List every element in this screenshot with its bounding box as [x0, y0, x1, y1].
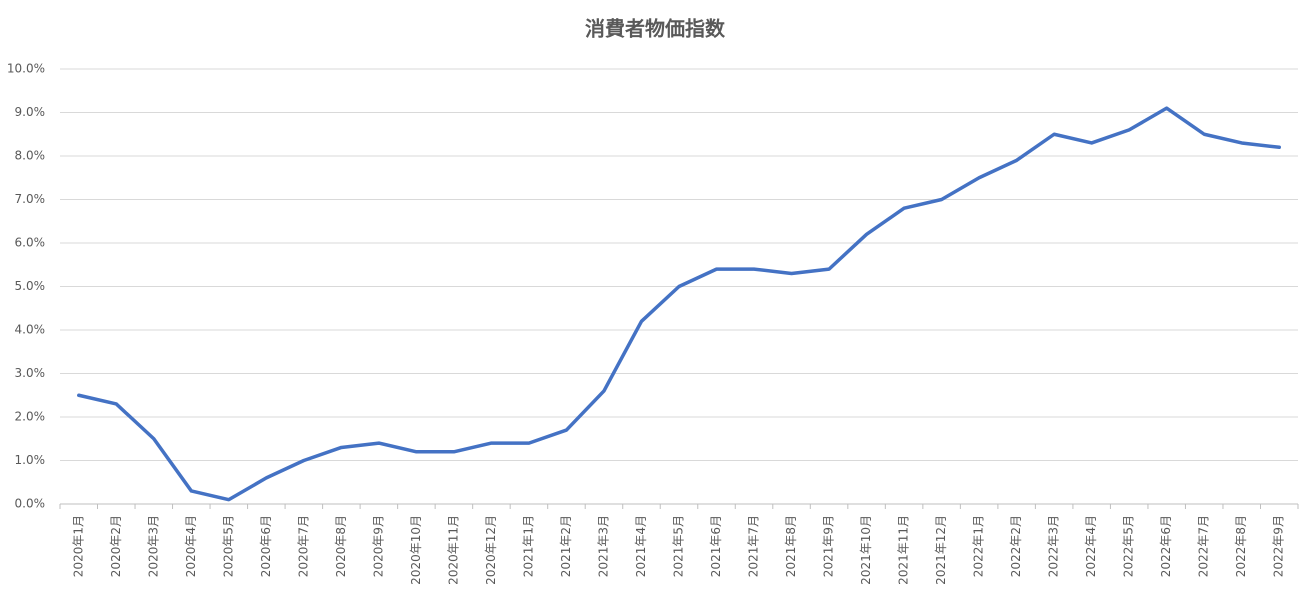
y-tick-label: 0.0%: [15, 497, 46, 511]
x-tick-label: 2020年4月: [184, 515, 198, 577]
x-tick-label: 2021年2月: [559, 515, 573, 577]
x-tick-label: 2020年12月: [484, 515, 498, 585]
x-tick-label: 2020年9月: [371, 515, 385, 577]
y-tick-label: 3.0%: [15, 366, 46, 380]
x-tick-label: 2022年3月: [1047, 515, 1061, 577]
data-line: [77, 106, 1281, 502]
x-tick-label: 2020年2月: [109, 515, 123, 577]
x-tick-label: 2021年3月: [596, 515, 610, 577]
x-tick-label: 2022年7月: [1197, 515, 1211, 577]
x-tick-label: 2020年5月: [221, 515, 235, 577]
x-tick-label: 2022年4月: [1084, 515, 1098, 577]
x-tick-label: 2021年8月: [784, 515, 798, 577]
x-tick-label: 2021年12月: [934, 515, 948, 585]
y-tick-label: 5.0%: [15, 279, 46, 293]
x-tick-label: 2020年6月: [259, 515, 273, 577]
x-tick-label: 2022年9月: [1272, 515, 1286, 577]
x-tick-label: 2022年8月: [1234, 515, 1248, 577]
x-tick-label: 2021年5月: [672, 515, 686, 577]
x-tick-label: 2020年8月: [334, 515, 348, 577]
x-tick-label: 2021年1月: [521, 515, 535, 577]
x-tick-label: 2021年6月: [709, 515, 723, 577]
x-tick-label: 2020年3月: [146, 515, 160, 577]
x-tick-label: 2022年2月: [1009, 515, 1023, 577]
y-tick-label: 1.0%: [15, 453, 46, 467]
x-tick-label: 2020年7月: [296, 515, 310, 577]
x-tick-label: 2022年1月: [972, 515, 986, 577]
x-tick-label: 2021年9月: [822, 515, 836, 577]
y-tick-label: 2.0%: [15, 410, 46, 424]
x-tick-label: 2020年1月: [71, 515, 85, 577]
x-tick-label: 2020年11月: [446, 515, 460, 585]
x-tick-label: 2022年6月: [1159, 515, 1173, 577]
x-tick-label: 2021年11月: [897, 515, 911, 585]
y-tick-label: 9.0%: [15, 105, 46, 119]
y-tick-label: 6.0%: [15, 236, 46, 250]
y-tick-label: 4.0%: [15, 323, 46, 337]
x-tick-label: 2021年4月: [634, 515, 648, 577]
y-tick-label: 8.0%: [15, 149, 46, 163]
x-tick-label: 2021年7月: [747, 515, 761, 577]
chart-title: 消費者物価指数: [585, 17, 726, 41]
y-tick-label: 7.0%: [15, 192, 46, 206]
y-tick-label: 10.0%: [7, 62, 45, 76]
x-tick-label: 2022年5月: [1122, 515, 1136, 577]
x-tick-label: 2020年10月: [409, 515, 423, 585]
x-tick-label: 2021年10月: [859, 515, 873, 585]
